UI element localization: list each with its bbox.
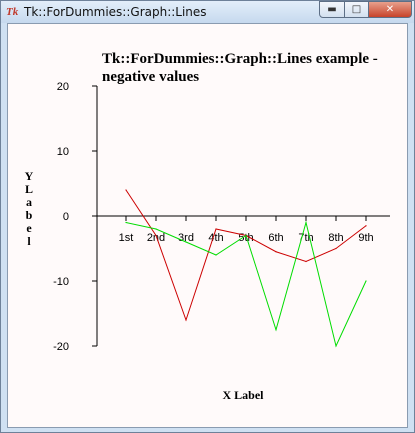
- x-axis-label: X Label: [222, 388, 264, 402]
- y-tick-label: 20: [57, 81, 69, 93]
- data-point: [305, 221, 307, 224]
- y-tick-label: -10: [53, 276, 69, 288]
- x-tick-label: 2nd: [147, 232, 165, 244]
- data-point: [245, 234, 247, 237]
- maximize-button[interactable]: □: [344, 1, 369, 18]
- data-point: [335, 247, 337, 250]
- chart-title-line: negative values: [102, 69, 199, 85]
- x-tick-label: 8th: [328, 232, 343, 244]
- x-tick-label: 3rd: [178, 232, 194, 244]
- data-point: [155, 228, 157, 230]
- tk-feather-icon: Tk: [6, 6, 19, 18]
- data-point: [365, 280, 367, 282]
- chart-title-line: Tk::ForDummies::Graph::Lines example -: [102, 51, 378, 67]
- data-point: [125, 189, 127, 191]
- data-point: [155, 234, 157, 237]
- data-point: [275, 251, 277, 253]
- close-button[interactable]: ✕: [368, 1, 412, 18]
- x-tick-label: 1st: [119, 232, 134, 244]
- title-bar[interactable]: Tk Tk::ForDummies::Graph::Lines ▬ □ ✕: [1, 1, 414, 23]
- window-title: Tk::ForDummies::Graph::Lines: [24, 5, 207, 19]
- data-point: [305, 260, 307, 263]
- series-line-1: [125, 189, 367, 322]
- data-point: [215, 254, 217, 256]
- chart-canvas: Tk::ForDummies::Graph::Lines example -ne…: [7, 23, 408, 428]
- data-point: [365, 225, 367, 227]
- data-point: [335, 345, 337, 347]
- data-point: [215, 228, 217, 230]
- x-tick-label: 4th: [208, 232, 223, 244]
- data-point: [185, 319, 187, 321]
- data-point: [275, 329, 277, 331]
- data-point: [185, 241, 187, 243]
- minimize-button[interactable]: ▬: [319, 1, 345, 18]
- x-tick-label: 6th: [268, 232, 283, 244]
- line-chart: Tk::ForDummies::Graph::Lines example -ne…: [25, 51, 390, 402]
- x-tick-label: 9th: [358, 232, 373, 244]
- data-point: [125, 221, 127, 224]
- y-tick-label: 0: [63, 211, 69, 223]
- y-tick-label: 10: [57, 146, 69, 158]
- y-tick-label: -20: [53, 341, 69, 353]
